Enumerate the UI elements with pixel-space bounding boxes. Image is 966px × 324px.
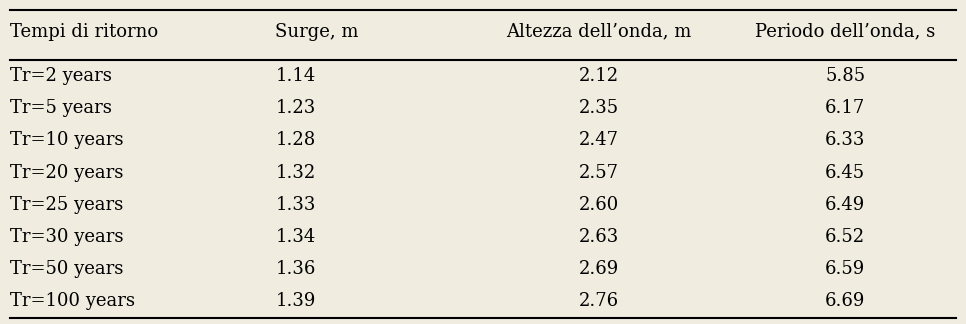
- Text: Altezza dell’onda, m: Altezza dell’onda, m: [506, 23, 692, 41]
- Text: 1.32: 1.32: [275, 164, 316, 182]
- Text: 6.49: 6.49: [825, 196, 866, 214]
- Text: 6.69: 6.69: [825, 293, 866, 310]
- Text: Surge, m: Surge, m: [275, 23, 358, 41]
- Text: Tr=20 years: Tr=20 years: [10, 164, 123, 182]
- Text: Tr=2 years: Tr=2 years: [10, 67, 111, 85]
- Text: Tr=100 years: Tr=100 years: [10, 293, 134, 310]
- Text: 1.14: 1.14: [275, 67, 316, 85]
- Text: Tr=10 years: Tr=10 years: [10, 132, 123, 149]
- Text: 2.12: 2.12: [579, 67, 619, 85]
- Text: 2.69: 2.69: [579, 260, 619, 278]
- Text: Tempi di ritorno: Tempi di ritorno: [10, 23, 157, 41]
- Text: Tr=50 years: Tr=50 years: [10, 260, 123, 278]
- Text: 1.33: 1.33: [275, 196, 316, 214]
- Text: 6.45: 6.45: [825, 164, 866, 182]
- Text: 2.35: 2.35: [579, 99, 619, 117]
- Text: Periodo dell’onda, s: Periodo dell’onda, s: [755, 23, 935, 41]
- Text: 6.59: 6.59: [825, 260, 866, 278]
- Text: 2.76: 2.76: [579, 293, 619, 310]
- Text: 6.17: 6.17: [825, 99, 866, 117]
- Text: 1.36: 1.36: [275, 260, 316, 278]
- Text: 1.34: 1.34: [275, 228, 316, 246]
- Text: 1.39: 1.39: [275, 293, 316, 310]
- Text: 1.23: 1.23: [275, 99, 316, 117]
- Text: 5.85: 5.85: [825, 67, 866, 85]
- Text: 6.33: 6.33: [825, 132, 866, 149]
- Text: Tr=25 years: Tr=25 years: [10, 196, 123, 214]
- Text: 2.57: 2.57: [579, 164, 619, 182]
- Text: 1.28: 1.28: [275, 132, 316, 149]
- Text: 2.63: 2.63: [579, 228, 619, 246]
- Text: Tr=30 years: Tr=30 years: [10, 228, 123, 246]
- Text: 2.47: 2.47: [579, 132, 619, 149]
- Text: 2.60: 2.60: [579, 196, 619, 214]
- Text: 6.52: 6.52: [825, 228, 866, 246]
- Text: Tr=5 years: Tr=5 years: [10, 99, 111, 117]
